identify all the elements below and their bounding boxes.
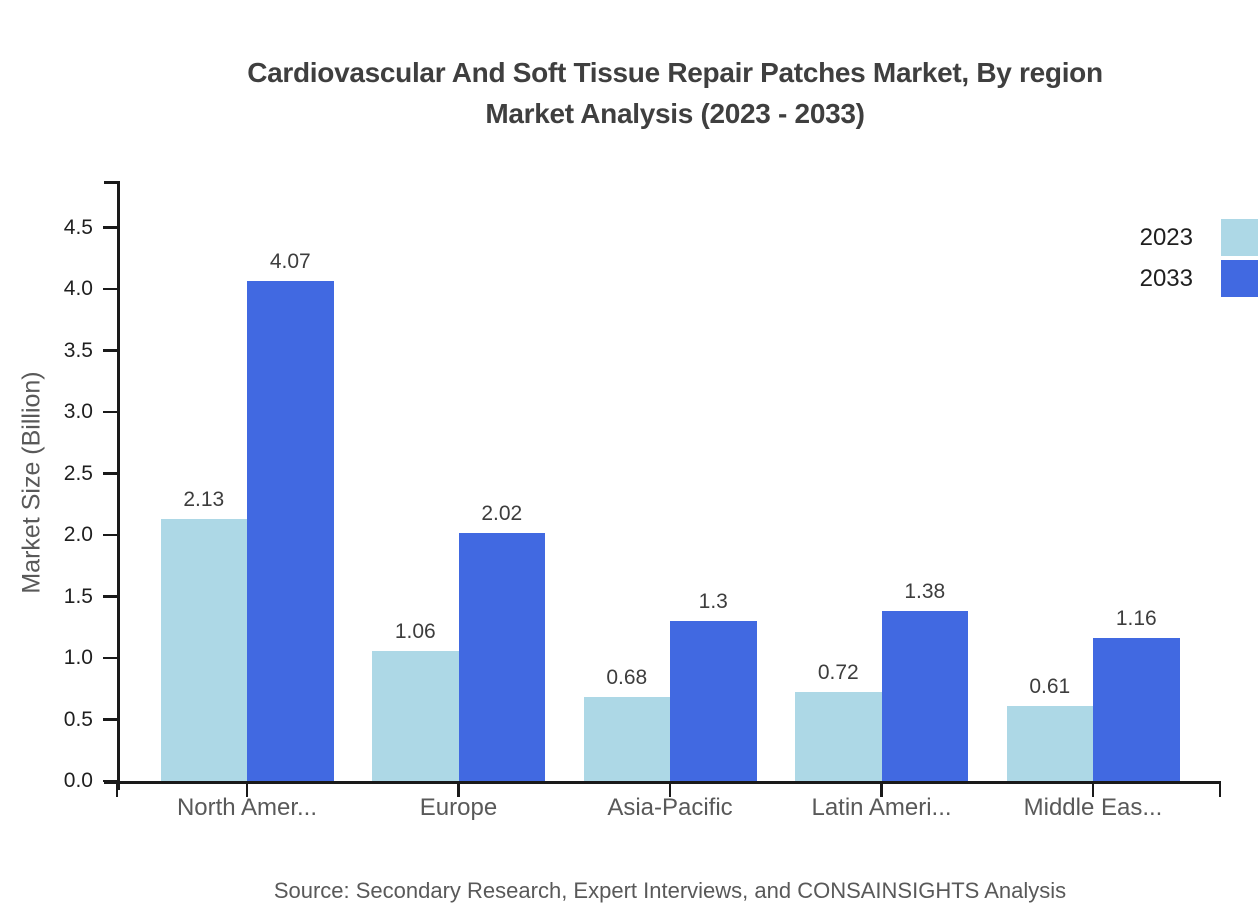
category-label: Latin Ameri... xyxy=(811,794,952,821)
y-tick-label: 1.5 xyxy=(63,584,93,608)
value-label: 2.02 xyxy=(481,501,523,525)
value-label: 0.68 xyxy=(606,666,648,690)
y-tick xyxy=(103,533,117,537)
bar-2023-2 xyxy=(583,697,670,781)
y-axis-top-cap xyxy=(104,181,118,184)
chart-title: Cardiovascular And Soft Tissue Repair Pa… xyxy=(90,52,1260,134)
x-tick xyxy=(245,783,249,797)
y-tick xyxy=(103,287,117,291)
x-axis-origin-tick xyxy=(115,783,119,797)
y-tick-label: 0.5 xyxy=(63,707,93,731)
y-tick-label: 3.0 xyxy=(63,400,93,424)
y-tick-label: 2.0 xyxy=(63,523,93,547)
bar-2033-3 xyxy=(881,611,968,781)
legend-row-2033: 2033 xyxy=(1140,260,1258,297)
y-tick-label: 0.0 xyxy=(63,769,93,792)
y-tick-label: 2.5 xyxy=(63,461,93,485)
x-tick xyxy=(880,783,883,797)
x-tick xyxy=(1091,783,1095,797)
x-tick xyxy=(668,783,672,797)
y-tick-label: 4.0 xyxy=(63,277,93,301)
bar-2033-1 xyxy=(458,532,545,781)
y-tick xyxy=(103,472,117,475)
legend-label: 2023 xyxy=(1139,223,1193,251)
legend-swatch-icon xyxy=(1221,219,1258,256)
category-label: Europe xyxy=(419,794,498,821)
value-label: 1.16 xyxy=(1115,607,1157,631)
bar-2023-3 xyxy=(795,692,882,781)
value-label: 2.13 xyxy=(183,488,225,512)
category-label: Middle Eas... xyxy=(1023,794,1163,821)
y-tick xyxy=(103,349,117,352)
x-axis-line xyxy=(104,781,1221,784)
y-tick-label: 4.5 xyxy=(63,215,93,239)
bar-2023-0 xyxy=(160,519,247,781)
y-tick xyxy=(103,595,117,598)
legend-swatch-icon xyxy=(1221,260,1258,297)
y-tick xyxy=(103,226,117,229)
bar-2023-1 xyxy=(372,650,459,781)
legend-label: 2033 xyxy=(1139,264,1193,292)
plot-area: 0.0 0.5 1.0 1.5 2.0 2.5 3.0 3.5 4.0 4.5 North Amer… xyxy=(64,181,1221,821)
category-label: North Amer... xyxy=(176,794,318,821)
legend: 2023 2033 xyxy=(1140,219,1258,301)
source-note: Source: Secondary Research, Expert Inter… xyxy=(273,878,1067,903)
bar-2033-0 xyxy=(247,280,334,781)
value-label: 1.38 xyxy=(904,580,946,604)
y-axis-line xyxy=(117,181,120,790)
bar-2033-4 xyxy=(1093,638,1180,781)
chart-title-line1: Cardiovascular And Soft Tissue Repair Pa… xyxy=(247,57,1103,88)
legend-row-2023: 2023 xyxy=(1140,219,1258,256)
value-label: 4.07 xyxy=(269,249,311,273)
bar-2023-4 xyxy=(1006,706,1093,781)
bar-2033-2 xyxy=(670,621,757,781)
y-tick-label: 1.0 xyxy=(63,646,93,670)
value-label: 0.72 xyxy=(817,661,859,685)
x-axis-end-tick xyxy=(1218,783,1221,797)
y-tick xyxy=(103,656,117,660)
x-tick xyxy=(457,783,460,797)
y-tick xyxy=(103,718,117,721)
y-tick xyxy=(103,779,117,783)
category-label: Asia-Pacific xyxy=(607,794,733,821)
value-label: 1.06 xyxy=(394,619,436,643)
y-tick xyxy=(103,410,117,414)
value-label: 1.3 xyxy=(698,590,728,614)
chart-title-line2: Market Analysis (2023 - 2033) xyxy=(485,98,865,129)
value-label: 0.61 xyxy=(1029,675,1071,698)
y-tick-label: 3.5 xyxy=(63,338,93,362)
